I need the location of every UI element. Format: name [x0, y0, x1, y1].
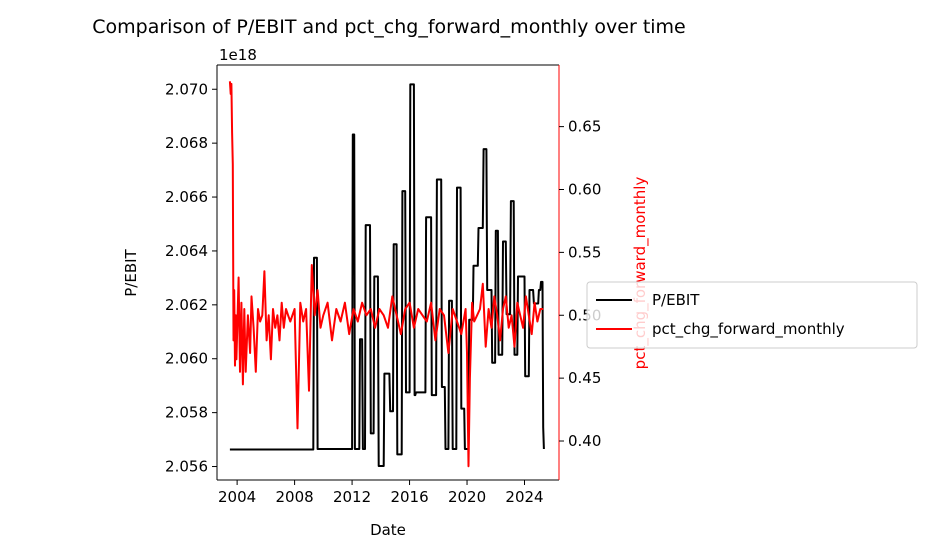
left-y-tick-label: 2.068 — [165, 134, 208, 152]
legend: P/EBIT pct_chg_forward_monthly — [586, 281, 918, 349]
right-y-tick-label: 0.45 — [568, 369, 601, 387]
x-tick-label: 2020 — [448, 488, 486, 506]
x-tick-label: 2008 — [276, 488, 314, 506]
x-tick-label: 2012 — [333, 488, 371, 506]
x-axis-label: Date — [370, 521, 406, 539]
plot-area — [217, 65, 559, 480]
left-y-axis-label: P/EBIT — [122, 248, 140, 296]
x-tick-label: 2016 — [390, 488, 428, 506]
x-axis: 2004 2008 2012 2016 2020 2024 — [218, 480, 544, 506]
right-y-tick-label: 0.65 — [568, 118, 601, 136]
x-tick-label: 2024 — [505, 488, 543, 506]
left-y-axis: 2.056 2.058 2.060 2.062 2.064 2.066 2.068 2.070 — [165, 80, 217, 476]
left-axis-offset-label: 1e18 — [219, 46, 257, 64]
left-y-tick-label: 2.070 — [165, 80, 208, 98]
left-y-tick-label: 2.062 — [165, 296, 208, 314]
right-y-tick-label: 0.55 — [568, 243, 601, 261]
chart-title: Comparison of P/EBIT and pct_chg_forward… — [92, 16, 686, 38]
left-y-tick-label: 2.060 — [165, 350, 208, 368]
left-y-tick-label: 2.056 — [165, 458, 208, 476]
legend-label-pct-chg: pct_chg_forward_monthly — [652, 320, 845, 339]
left-y-tick-label: 2.064 — [165, 242, 208, 260]
right-y-tick-label: 0.60 — [568, 181, 601, 199]
legend-box — [586, 281, 918, 349]
legend-label-pebit: P/EBIT — [652, 291, 700, 309]
series-line-pct-chg-forward-monthly — [228, 81, 544, 468]
right-y-tick-label: 0.40 — [568, 432, 601, 450]
x-tick-label: 2004 — [218, 488, 256, 506]
series-line-pebit — [229, 83, 545, 467]
left-y-tick-label: 2.066 — [165, 188, 208, 206]
left-y-tick-label: 2.058 — [165, 404, 208, 422]
